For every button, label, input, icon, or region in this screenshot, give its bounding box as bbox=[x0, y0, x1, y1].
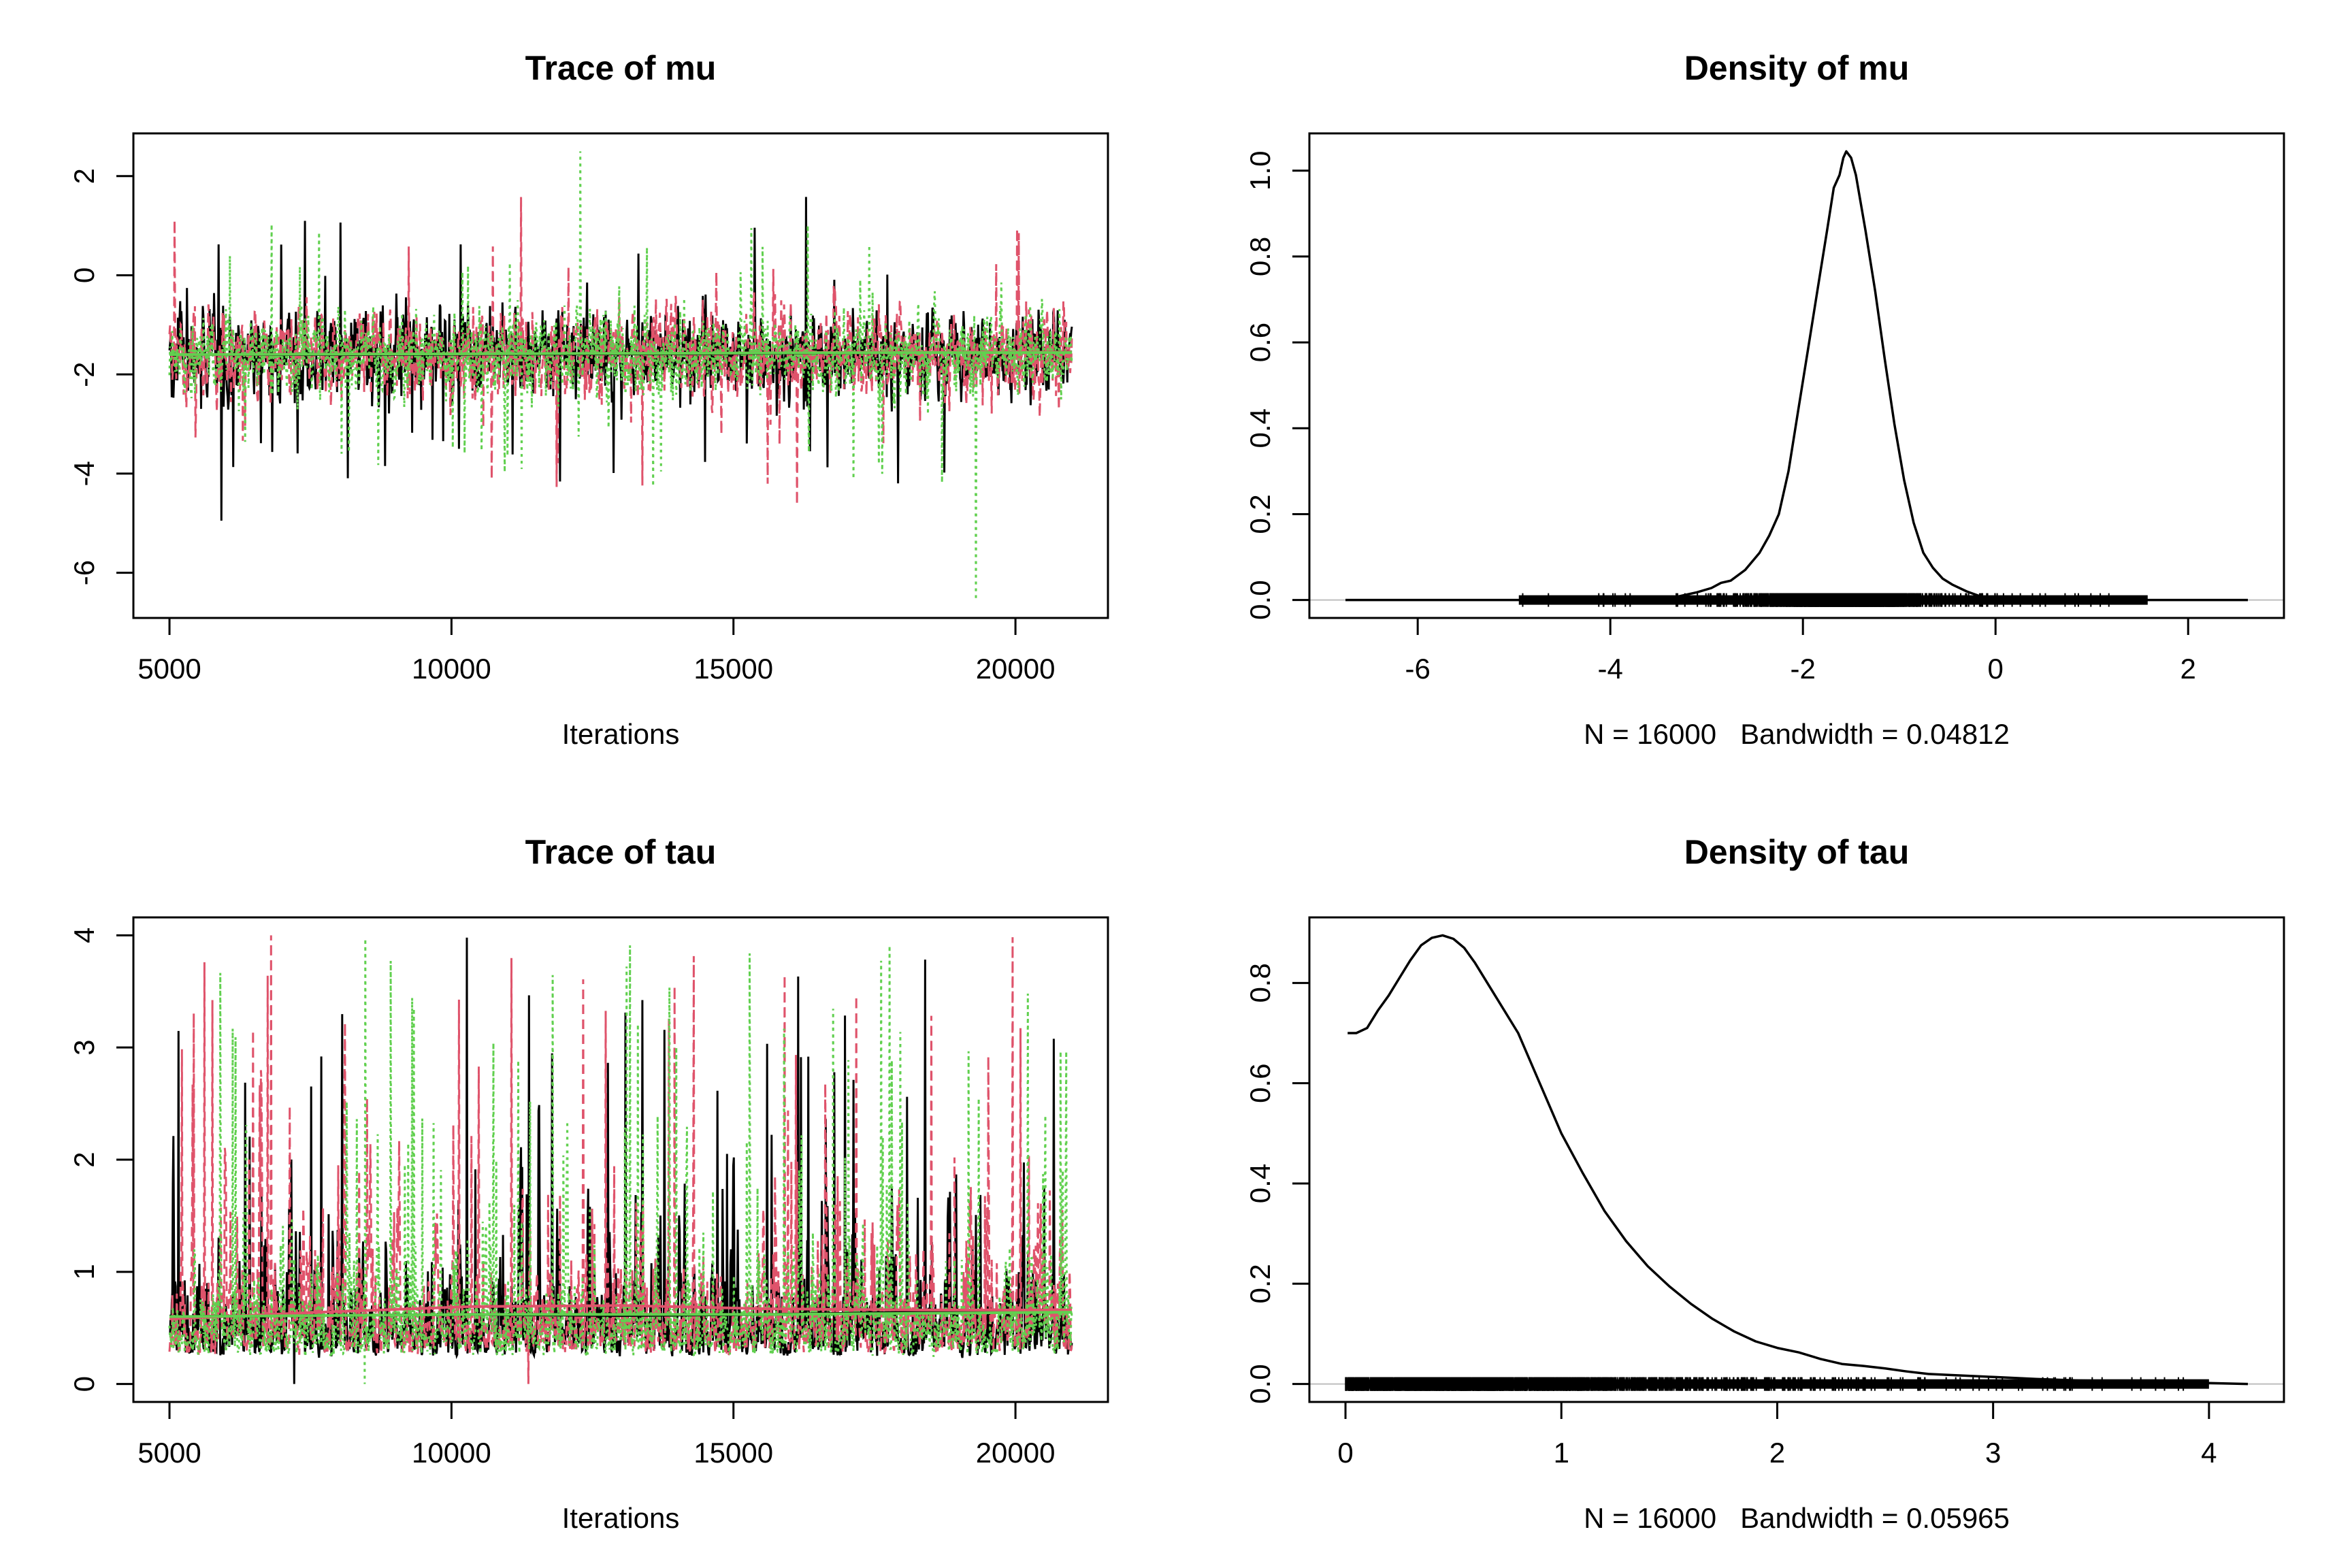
trace-line-chain-3 bbox=[168, 938, 1073, 1384]
x-tick-label: 2 bbox=[2180, 653, 2196, 685]
running-mean-line bbox=[169, 1304, 1072, 1320]
x-axis: -6 -4 -2 0 2 bbox=[1405, 617, 2196, 685]
x-tick-label: 20000 bbox=[976, 1437, 1056, 1469]
x-axis-label: Iterations bbox=[562, 1502, 680, 1534]
y-tick-label: 0.6 bbox=[1244, 323, 1276, 362]
density-curve bbox=[1345, 150, 2248, 602]
x-tick-label: -4 bbox=[1598, 653, 1623, 685]
running-mean-line bbox=[169, 1311, 1073, 1318]
x-tick-label: 0 bbox=[1337, 1437, 1353, 1469]
plot-area bbox=[168, 935, 1073, 1384]
rug bbox=[1345, 1377, 2209, 1391]
x-tick-label: 20000 bbox=[976, 653, 1056, 685]
y-tick-label: 0.0 bbox=[1244, 580, 1276, 619]
x-tick-label: 4 bbox=[2201, 1437, 2217, 1469]
y-tick-label: 4 bbox=[68, 928, 100, 943]
x-tick-label: -2 bbox=[1791, 653, 1816, 685]
y-tick-label: -4 bbox=[68, 461, 100, 486]
y-axis: 0 1 2 3 4 bbox=[68, 928, 135, 1392]
y-tick-label: 0.8 bbox=[1244, 963, 1276, 1002]
y-axis: -6 -4 -2 0 2 bbox=[68, 168, 135, 585]
x-tick-label: 1 bbox=[1554, 1437, 1569, 1469]
y-tick-label: 1.0 bbox=[1244, 151, 1276, 191]
y-axis: 0.0 0.2 0.4 0.6 0.8 bbox=[1244, 963, 1311, 1404]
y-tick-label: 0.4 bbox=[1244, 1164, 1276, 1203]
trace-line-chain-2 bbox=[168, 197, 1073, 505]
plot-title: Density of tau bbox=[1684, 833, 1910, 871]
y-tick-label: 1 bbox=[68, 1264, 100, 1279]
x-tick-label: 10000 bbox=[412, 1437, 491, 1469]
x-tick-label: 10000 bbox=[412, 653, 491, 685]
plot-area bbox=[1309, 934, 2284, 1391]
y-tick-label: -2 bbox=[68, 361, 100, 387]
panel-trace-tau: Trace of tau 5000 10000 15000 20000 0 1 2 3 4 I… bbox=[68, 833, 1109, 1534]
plot-title: Density of mu bbox=[1684, 49, 1910, 87]
x-tick-label: -6 bbox=[1405, 653, 1430, 685]
panel-density-mu: Density of mu -6 -4 -2 0 2 0.0 0.2 0.4 0.6 0.8 1.… bbox=[1244, 49, 2285, 750]
x-axis: 0 1 2 3 4 bbox=[1337, 1401, 2217, 1469]
panel-trace-mu: Trace of mu 5000 10000 15000 20000 -6 -4 -2 0 2… bbox=[68, 49, 1109, 750]
y-tick-label: -6 bbox=[68, 560, 100, 585]
x-axis-label: N = 16000 Bandwidth = 0.05965 bbox=[1584, 1502, 2010, 1534]
x-tick-label: 0 bbox=[1988, 653, 2004, 685]
x-axis: 5000 10000 15000 20000 bbox=[137, 617, 1056, 685]
y-tick-label: 0.0 bbox=[1244, 1364, 1276, 1403]
x-tick-label: 15000 bbox=[693, 1437, 773, 1469]
y-tick-label: 0.2 bbox=[1244, 1264, 1276, 1303]
x-axis: 5000 10000 15000 20000 bbox=[137, 1401, 1056, 1469]
y-tick-label: 0.6 bbox=[1244, 1063, 1276, 1102]
plot-area bbox=[1309, 150, 2284, 607]
y-tick-label: 3 bbox=[68, 1040, 100, 1056]
rug bbox=[1518, 593, 2148, 607]
y-tick-label: 0 bbox=[68, 267, 100, 283]
x-tick-label: 5000 bbox=[137, 653, 201, 685]
trace-line-chain-3 bbox=[168, 151, 1073, 600]
x-tick-label: 15000 bbox=[693, 653, 773, 685]
plot-area bbox=[168, 151, 1073, 600]
plot-title: Trace of mu bbox=[525, 49, 717, 87]
x-axis-label: N = 16000 Bandwidth = 0.04812 bbox=[1584, 718, 2010, 750]
x-tick-label: 3 bbox=[1985, 1437, 2001, 1469]
x-tick-label: 5000 bbox=[137, 1437, 201, 1469]
y-tick-label: 2 bbox=[68, 1152, 100, 1167]
panel-density-tau: Density of tau 0 1 2 3 4 0.0 0.2 0.4 0.6 0.8 N =… bbox=[1244, 833, 2285, 1534]
y-tick-label: 2 bbox=[68, 168, 100, 184]
y-tick-label: 0.4 bbox=[1244, 408, 1276, 448]
y-axis: 0.0 0.2 0.4 0.6 0.8 1.0 bbox=[1244, 151, 1311, 620]
y-tick-label: 0.8 bbox=[1244, 237, 1276, 276]
running-mean-line bbox=[169, 351, 1072, 356]
plot-title: Trace of tau bbox=[525, 833, 717, 871]
y-tick-label: 0 bbox=[68, 1376, 100, 1392]
y-tick-label: 0.2 bbox=[1244, 494, 1276, 534]
density-curve bbox=[1348, 934, 2249, 1386]
x-axis-label: Iterations bbox=[562, 718, 680, 750]
x-tick-label: 2 bbox=[1769, 1437, 1785, 1469]
